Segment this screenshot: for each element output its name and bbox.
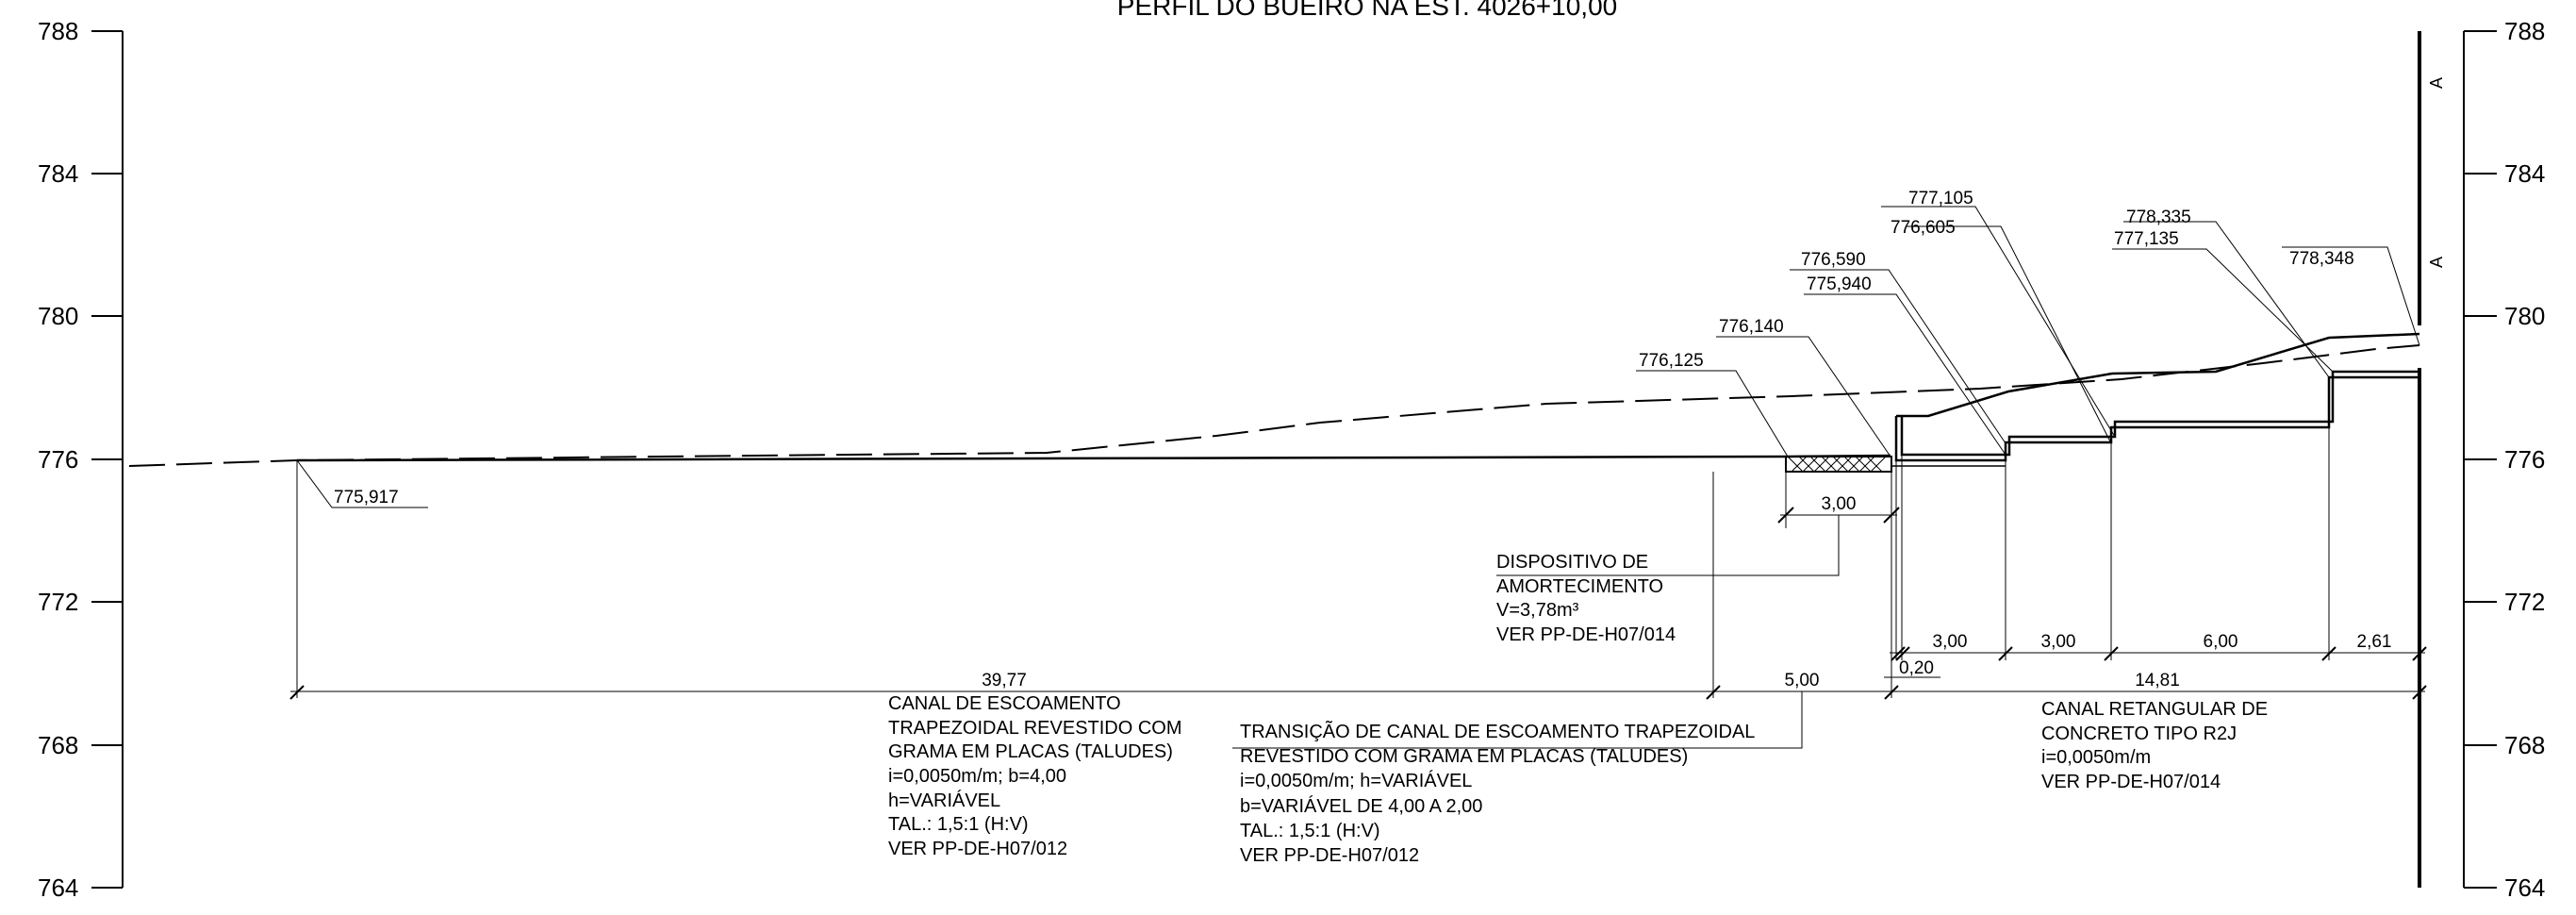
- note-line: i=0,0050m/m: [2041, 747, 2151, 768]
- elevation-label: 777,135: [2114, 229, 2179, 249]
- right-elevation-axis: 788 784 780 776 772 768 764: [2463, 17, 2545, 902]
- note-leaders: [1232, 515, 1840, 749]
- note-line: i=0,0050m/m; b=4,00: [888, 766, 1066, 787]
- note-line: V=3,78m³: [1496, 600, 1579, 621]
- extension-lines: [296, 427, 2330, 698]
- note-canal-retangular: CANAL RETANGULAR DE CONCRETO TIPO R2J i=…: [2041, 699, 2268, 792]
- dimension-chain-mid: [1884, 646, 2427, 678]
- elevation-label: 775,917: [334, 488, 399, 507]
- note-line: TAL.: 1,5:1 (H:V): [888, 814, 1029, 835]
- left-elevation-axis: 788 784 780 776 772 768 764: [38, 17, 124, 902]
- note-line: CANAL RETANGULAR DE: [2041, 699, 2268, 720]
- note-line: CANAL DE ESCOAMENTO: [888, 693, 1121, 714]
- design-ground-line: [1896, 332, 2420, 418]
- note-line: REVESTIDO COM GRAMA EM PLACAS (TALUDES): [1240, 746, 1688, 767]
- left-tick-label: 776: [38, 445, 78, 474]
- left-tick-label: 764: [38, 873, 78, 902]
- left-tick-label: 768: [38, 731, 78, 759]
- dimension-label: 5,00: [1785, 671, 1820, 690]
- left-tick-label: 784: [38, 159, 78, 188]
- dissipation-device: [1785, 456, 1892, 473]
- dimension-label: 3,00: [1822, 494, 1857, 514]
- left-tick-label: 780: [38, 302, 78, 330]
- note-line: TAL.: 1,5:1 (H:V): [1240, 821, 1380, 841]
- existing-ground-line: [128, 344, 2420, 467]
- drawing-title: PERFIL DO BUEIRO NA EST. 4026+10,00: [1117, 0, 1617, 21]
- right-tick-label: 780: [2504, 302, 2545, 330]
- elevation-label: 776,590: [1801, 250, 1866, 270]
- note-line: TRAPEZOIDAL REVESTIDO COM: [888, 718, 1182, 739]
- right-tick-label: 784: [2504, 159, 2545, 188]
- note-canal-escoamento: CANAL DE ESCOAMENTO TRAPEZOIDAL REVESTID…: [888, 693, 1182, 859]
- note-line: AMORTECIMENTO: [1496, 576, 1663, 597]
- dimension-label: 0,20: [1899, 658, 1934, 678]
- elevation-leaders: [296, 206, 2420, 508]
- note-line: VER PP-DE-H07/014: [1496, 624, 1676, 645]
- note-line: DISPOSITIVO DE: [1496, 552, 1648, 573]
- note-line: h=VARIÁVEL: [888, 790, 1000, 811]
- section-mark: A: [2427, 77, 2446, 89]
- section-mark: A: [2427, 257, 2446, 268]
- note-line: VER PP-DE-H07/014: [2041, 772, 2221, 792]
- dimension-label: 2,61: [2357, 632, 2392, 652]
- right-tick-label: 788: [2504, 17, 2545, 45]
- elevation-label: 777,105: [1908, 189, 1973, 208]
- dimension-label: 14,81: [2135, 671, 2180, 690]
- note-line: TRANSIÇÃO DE CANAL DE ESCOAMENTO TRAPEZO…: [1240, 720, 1755, 742]
- note-line: CONCRETO TIPO R2J: [2041, 724, 2237, 744]
- dimension-label: 6,00: [2204, 632, 2238, 652]
- rectangular-channel-inner: [1900, 370, 2419, 457]
- dimension-label: 39,77: [982, 671, 1027, 690]
- note-transicao: TRANSIÇÃO DE CANAL DE ESCOAMENTO TRAPEZO…: [1240, 720, 1755, 866]
- elevation-label: 776,605: [1891, 218, 1956, 238]
- section-cut-line: A A: [2418, 31, 2446, 888]
- elevation-label: 775,940: [1807, 274, 1872, 294]
- dimension-label: 3,00: [2041, 632, 2076, 652]
- dimension-chain-bottom: [289, 685, 2427, 700]
- right-tick-label: 764: [2504, 873, 2545, 902]
- note-line: i=0,0050m/m; h=VARIÁVEL: [1240, 770, 1472, 791]
- dissipation-hatch: [1787, 456, 1887, 473]
- elevation-label: 778,348: [2289, 249, 2354, 269]
- right-tick-label: 772: [2504, 588, 2545, 616]
- right-tick-label: 768: [2504, 731, 2545, 759]
- note-dispositivo: DISPOSITIVO DE AMORTECIMENTO V=3,78m³ VE…: [1496, 552, 1676, 645]
- left-tick-label: 788: [38, 17, 78, 45]
- right-tick-label: 776: [2504, 445, 2545, 474]
- dimension-label: 3,00: [1933, 632, 1968, 652]
- elevation-label: 778,335: [2126, 208, 2191, 227]
- left-tick-label: 772: [38, 588, 78, 616]
- elevation-label: 776,125: [1639, 351, 1704, 371]
- note-line: GRAMA EM PLACAS (TALUDES): [888, 741, 1173, 762]
- note-line: VER PP-DE-H07/012: [888, 839, 1067, 859]
- note-line: VER PP-DE-H07/012: [1240, 845, 1419, 866]
- elevation-label: 776,140: [1719, 317, 1784, 337]
- note-line: b=VARIÁVEL DE 4,00 A 2,00: [1240, 795, 1482, 817]
